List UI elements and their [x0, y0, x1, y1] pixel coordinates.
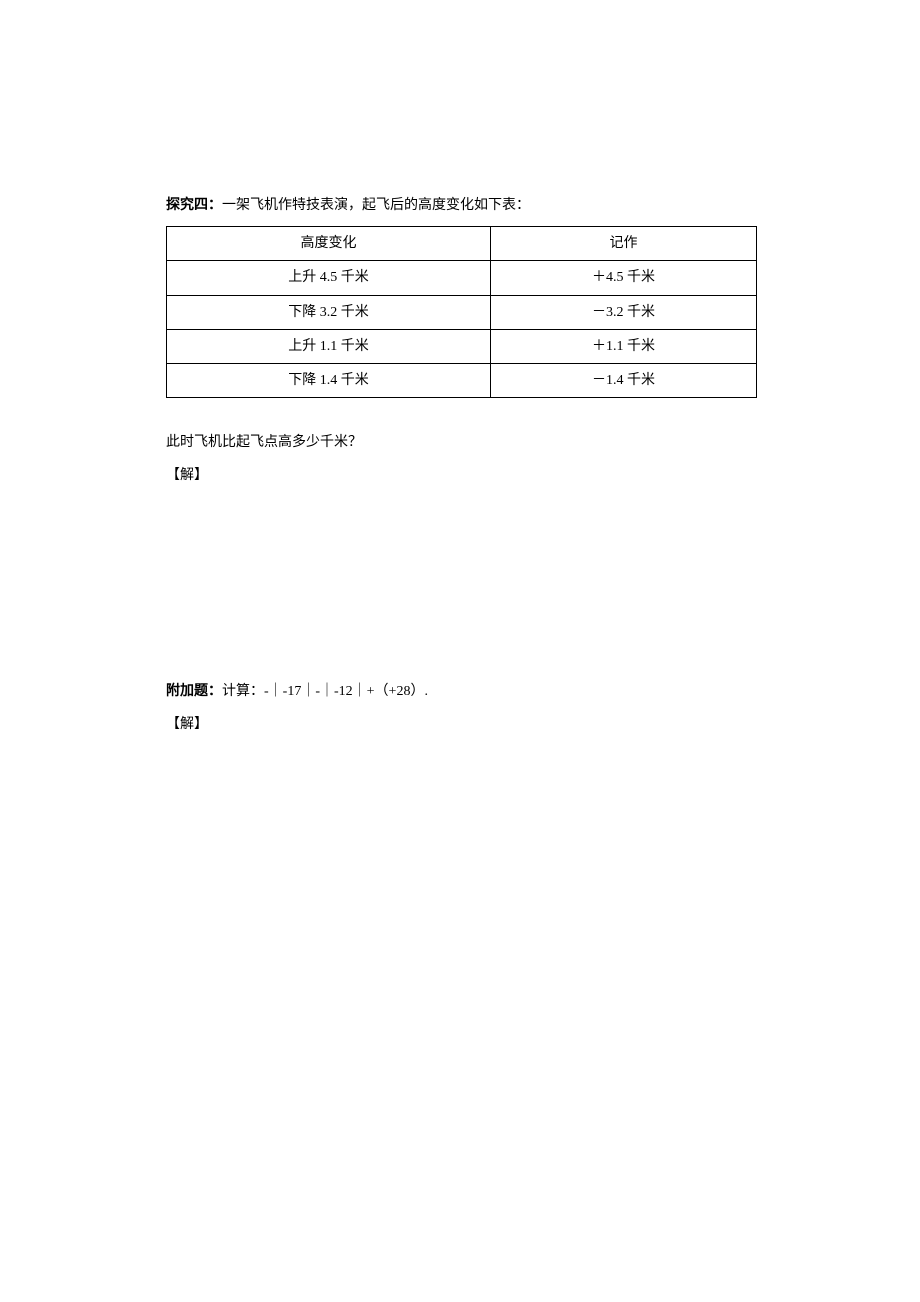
- section-4-heading: 探究四：一架飞机作特技表演，起飞后的高度变化如下表：: [166, 193, 757, 218]
- table-row: 下降 3.2 千米 －3.2 千米: [167, 295, 757, 329]
- section-4-description: 一架飞机作特技表演，起飞后的高度变化如下表：: [222, 198, 530, 213]
- table-header-cell: 高度变化: [167, 227, 491, 261]
- table-cell: ＋1.1 千米: [491, 329, 757, 363]
- table-cell: 下降 1.4 千米: [167, 363, 491, 397]
- table-cell: 上升 4.5 千米: [167, 261, 491, 295]
- section-4-question: 此时飞机比起飞点高多少千米？: [166, 430, 757, 455]
- table-cell: －3.2 千米: [491, 295, 757, 329]
- section-4-label: 探究四：: [166, 198, 222, 213]
- extra-description: 计算：-｜-17｜-｜-12｜+（+28）.: [222, 684, 428, 699]
- table-cell: 下降 3.2 千米: [167, 295, 491, 329]
- table-header-cell: 记作: [491, 227, 757, 261]
- table-row: 下降 1.4 千米 －1.4 千米: [167, 363, 757, 397]
- section-4-answer-label: 【解】: [166, 463, 757, 488]
- table-cell: 上升 1.1 千米: [167, 329, 491, 363]
- altitude-table: 高度变化 记作 上升 4.5 千米 ＋4.5 千米 下降 3.2 千米 －3.2…: [166, 226, 757, 398]
- table-cell: ＋4.5 千米: [491, 261, 757, 295]
- extra-label: 附加题：: [166, 684, 222, 699]
- table-cell: －1.4 千米: [491, 363, 757, 397]
- extra-heading: 附加题：计算：-｜-17｜-｜-12｜+（+28）.: [166, 679, 757, 704]
- table-header-row: 高度变化 记作: [167, 227, 757, 261]
- extra-answer-label: 【解】: [166, 712, 757, 737]
- table-row: 上升 1.1 千米 ＋1.1 千米: [167, 329, 757, 363]
- table-row: 上升 4.5 千米 ＋4.5 千米: [167, 261, 757, 295]
